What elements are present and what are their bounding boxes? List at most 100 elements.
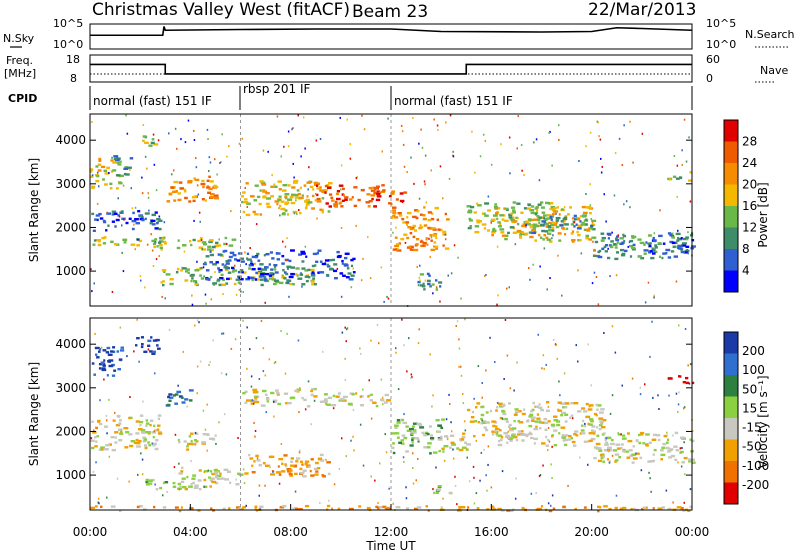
heatmap-cell: [458, 448, 464, 452]
heatmap-cell: [587, 408, 593, 411]
heatmap-cell: [205, 255, 210, 258]
heatmap-cell: [369, 277, 372, 280]
heatmap-cell: [402, 221, 406, 224]
heatmap-cell: [168, 193, 172, 196]
heatmap-cell: [616, 251, 620, 254]
heatmap-cell: [173, 180, 179, 184]
heatmap-cell: [222, 507, 226, 511]
heatmap-cell: [551, 212, 555, 216]
heatmap-cell: [348, 278, 354, 281]
heatmap-cell: [106, 374, 109, 377]
heatmap-cell: [519, 234, 522, 237]
heatmap-cell: [527, 203, 531, 207]
heatmap-cell: [156, 222, 159, 225]
heatmap-cell: [669, 232, 674, 235]
heatmap-cell: [406, 211, 412, 215]
heatmap-cell: [266, 205, 272, 209]
heatmap-cell: [102, 364, 106, 367]
heatmap-cell: [545, 444, 549, 447]
heatmap-cell: [135, 222, 140, 225]
heatmap-cell: [688, 179, 692, 182]
heatmap-cell: [246, 258, 252, 261]
heatmap-cell: [525, 224, 527, 227]
heatmap-cell: [526, 207, 531, 210]
heatmap-cell: [446, 438, 449, 441]
heatmap-cell: [449, 403, 451, 405]
heatmap-cell: [576, 216, 580, 220]
heatmap-cell: [144, 446, 148, 450]
heatmap-cell: [669, 233, 673, 237]
heatmap-cell: [316, 184, 319, 187]
heatmap-cell: [538, 233, 541, 237]
heatmap-cell: [590, 218, 592, 220]
heatmap-cell: [494, 206, 497, 209]
heatmap-cell: [100, 446, 105, 449]
heatmap-cell: [603, 449, 607, 452]
heatmap-cell: [281, 262, 285, 265]
heatmap-cell: [673, 155, 676, 157]
heatmap-cell: [482, 421, 487, 424]
heatmap-cell: [338, 184, 344, 187]
heatmap-cell: [503, 378, 505, 380]
heatmap-cell: [293, 181, 298, 184]
heatmap-cell: [691, 245, 696, 248]
heatmap-cell: [541, 421, 546, 424]
colorbar-swatch: [724, 184, 738, 206]
heatmap-cell: [221, 133, 223, 136]
heatmap-cell: [508, 213, 513, 216]
heatmap-cell: [579, 432, 582, 435]
heatmap-cell: [583, 410, 588, 413]
heatmap-cell: [567, 213, 570, 216]
nave-right-label: Nave: [760, 64, 788, 77]
heatmap-cell: [585, 237, 589, 240]
heatmap-cell: [316, 200, 322, 203]
heatmap-cell: [228, 244, 234, 247]
heatmap-cell: [497, 507, 502, 511]
heatmap-cell: [335, 395, 340, 398]
heatmap-cell: [680, 465, 683, 468]
heatmap-cell: [265, 190, 268, 193]
heatmap-cell: [509, 218, 514, 221]
heatmap-cell: [110, 436, 115, 439]
heatmap-cell: [582, 419, 585, 423]
heatmap-cell: [339, 116, 341, 119]
heatmap-cell: [677, 244, 683, 248]
heatmap-cell: [98, 159, 102, 162]
heatmap-cell: [615, 238, 620, 242]
heatmap-cell: [345, 276, 350, 279]
heatmap-cell: [538, 406, 543, 409]
heatmap-cell: [604, 250, 608, 253]
heatmap-cell: [523, 408, 526, 411]
heatmap-cell: [376, 190, 380, 193]
heatmap-cell: [278, 482, 281, 485]
heatmap-cell: [154, 429, 159, 432]
heatmap-cell: [627, 439, 633, 443]
heatmap-cell: [106, 346, 111, 350]
heatmap-cell: [504, 237, 508, 241]
heatmap-cell: [563, 406, 568, 409]
heatmap-cell: [590, 420, 594, 423]
heatmap-cell: [177, 267, 180, 271]
heatmap-cell: [601, 426, 606, 429]
heatmap-cell: [208, 175, 211, 178]
heatmap-cell: [532, 263, 534, 266]
heatmap-cell: [392, 211, 397, 215]
heatmap-cell: [506, 509, 511, 512]
heatmap-cell: [145, 483, 150, 486]
heatmap-cell: [496, 303, 498, 306]
heatmap-cell: [600, 456, 604, 460]
heatmap-cell: [174, 433, 177, 436]
heatmap-cell: [192, 443, 194, 446]
heatmap-cell: [561, 208, 564, 211]
heatmap-cell: [547, 405, 550, 408]
heatmap-cell: [189, 507, 194, 510]
heatmap-cell: [544, 428, 548, 431]
heatmap-cell: [386, 399, 392, 402]
heatmap-cell: [470, 416, 475, 419]
heatmap-cell: [394, 424, 399, 427]
heatmap-cell: [682, 381, 686, 384]
heatmap-cell: [548, 131, 550, 134]
heatmap-cell: [339, 201, 343, 204]
heatmap-cell: [421, 431, 425, 435]
